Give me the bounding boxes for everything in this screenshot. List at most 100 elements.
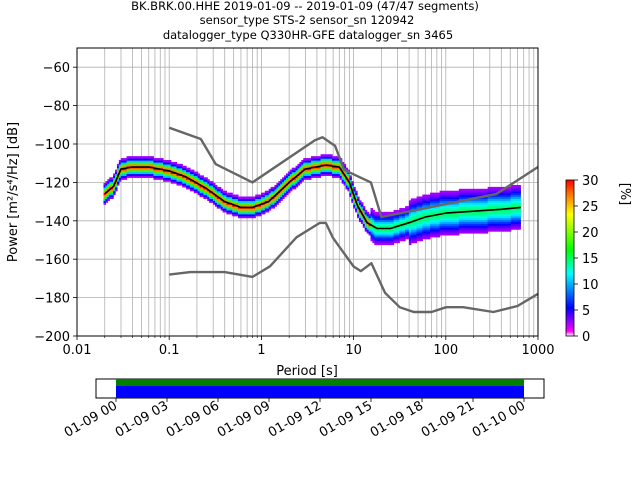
heatmap-cell	[497, 200, 500, 203]
heatmap-cell	[253, 215, 256, 219]
heatmap-cell	[491, 202, 495, 205]
heatmap-cell	[416, 238, 420, 242]
heatmap-cell	[516, 219, 519, 223]
heatmap-cell	[435, 215, 439, 219]
heatmap-cell	[406, 234, 410, 238]
heatmap-cell	[309, 163, 312, 167]
heatmap-cell	[420, 213, 423, 217]
heatmap-cell	[351, 186, 354, 190]
heatmap-cell	[389, 225, 393, 228]
heatmap-cell	[105, 198, 108, 201]
heatmap-cell	[282, 194, 285, 198]
heatmap-cell	[159, 163, 162, 167]
heatmap-cell	[466, 211, 470, 215]
heatmap-cell	[234, 194, 237, 198]
heatmap-cell	[368, 225, 372, 228]
heatmap-cell	[282, 192, 285, 196]
heatmap-cell	[424, 236, 427, 240]
heatmap-cell	[324, 171, 327, 175]
heatmap-cell	[416, 223, 420, 226]
heatmap-cell	[174, 181, 178, 184]
heatmap-cell	[470, 229, 473, 232]
heatmap-cell	[383, 234, 387, 238]
heatmap-cell	[489, 198, 493, 201]
heatmap-cell	[224, 209, 228, 213]
heatmap-cell	[378, 234, 381, 238]
heatmap-cell	[166, 167, 170, 171]
heatmap-cell	[128, 158, 131, 161]
heatmap-cell	[337, 167, 341, 171]
heatmap-cell	[285, 179, 289, 182]
heatmap-cell	[247, 202, 251, 205]
heatmap-cell	[370, 238, 374, 242]
heatmap-cell	[478, 227, 481, 230]
heatmap-cell	[406, 217, 410, 221]
heatmap-cell	[430, 213, 433, 217]
heatmap-cell	[395, 231, 398, 234]
heatmap-cell	[299, 161, 302, 165]
heatmap-cell	[193, 173, 197, 176]
heatmap-cell	[209, 188, 212, 192]
heatmap-cell	[491, 186, 495, 190]
heatmap-cell	[178, 175, 181, 178]
heatmap-cell	[320, 169, 324, 173]
heatmap-cell	[212, 200, 216, 203]
heatmap-cell	[378, 242, 381, 246]
heatmap-cell	[309, 171, 312, 175]
heatmap-cell	[508, 211, 512, 215]
heatmap-cell	[145, 169, 149, 173]
heatmap-cell	[374, 225, 377, 228]
heatmap-cell	[122, 158, 126, 161]
heatmap-cell	[426, 225, 429, 228]
heatmap-cell	[466, 196, 470, 200]
heatmap-cell	[182, 173, 185, 176]
heatmap-cell	[508, 186, 512, 190]
heatmap-cell	[184, 169, 187, 173]
heatmap-cell	[389, 242, 393, 246]
heatmap-cell	[503, 200, 506, 203]
heatmap-cell	[464, 219, 468, 223]
heatmap-cell	[380, 242, 383, 246]
heatmap-cell	[403, 208, 406, 211]
heatmap-cell	[455, 202, 458, 205]
heatmap-cell	[426, 229, 429, 232]
heatmap-cell	[512, 186, 516, 190]
heatmap-cell	[155, 173, 158, 176]
heatmap-cell	[105, 194, 108, 198]
y-tick-label: −200	[34, 330, 70, 345]
heatmap-cell	[337, 163, 341, 167]
heatmap-cell	[493, 223, 496, 226]
heatmap-cell	[337, 171, 341, 175]
heatmap-cell	[518, 202, 521, 205]
heatmap-cell	[295, 169, 299, 173]
heatmap-cell	[360, 206, 364, 209]
heatmap-cell	[468, 225, 471, 228]
heatmap-cell	[220, 188, 224, 192]
heatmap-cell	[453, 219, 456, 223]
heatmap-cell	[239, 200, 243, 203]
heatmap-cell	[433, 196, 437, 200]
heatmap-cell	[241, 198, 245, 201]
heatmap-cell	[476, 200, 479, 203]
heatmap-cell	[111, 181, 114, 184]
heatmap-cell	[280, 194, 283, 198]
heatmap-cell	[257, 194, 260, 198]
heatmap-cell	[422, 221, 425, 224]
heatmap-cell	[218, 206, 222, 209]
heatmap-cell	[245, 208, 249, 211]
heatmap-cell	[410, 198, 414, 201]
heatmap-cell	[382, 221, 385, 224]
heatmap-cell	[232, 196, 235, 200]
heatmap-cell	[224, 206, 228, 209]
heatmap-cell	[518, 213, 521, 217]
heatmap-cell	[481, 217, 485, 221]
heatmap-cell	[483, 204, 487, 207]
heatmap-cell	[291, 181, 295, 184]
heatmap-cell	[435, 225, 439, 228]
heatmap-cell	[403, 225, 406, 228]
heatmap-cell	[443, 190, 447, 194]
heatmap-cell	[168, 163, 172, 167]
heatmap-cell	[399, 209, 402, 213]
heatmap-cell	[266, 202, 270, 205]
heatmap-cell	[212, 190, 216, 194]
